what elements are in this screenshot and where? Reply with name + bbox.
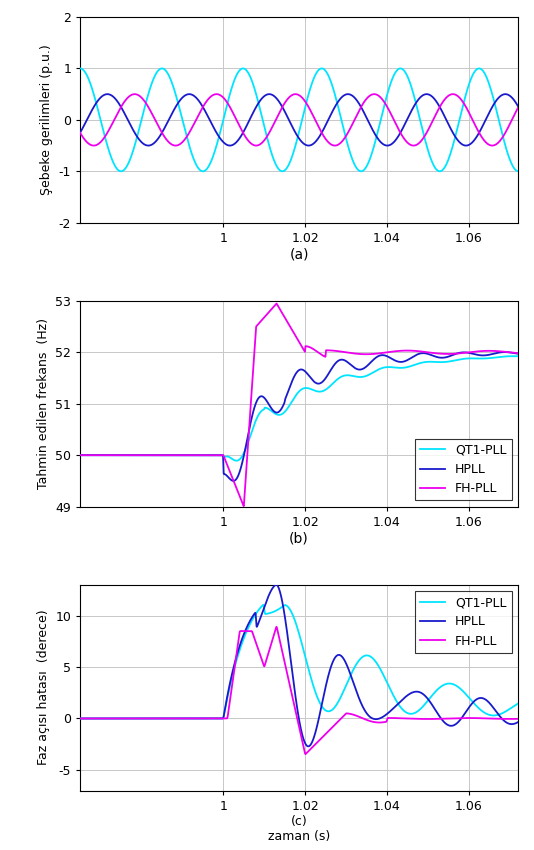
Y-axis label: Faz açısı hatası  (derece): Faz açısı hatası (derece) xyxy=(37,609,50,766)
X-axis label: (a): (a) xyxy=(289,247,309,262)
Legend: QT1-PLL, HPLL, FH-PLL: QT1-PLL, HPLL, FH-PLL xyxy=(415,439,512,501)
Line: FH-PLL: FH-PLL xyxy=(60,626,530,754)
QT1-PLL xyxy=(227,452,233,462)
HPLL xyxy=(273,580,280,590)
FH-PLL xyxy=(57,713,63,723)
QT1-PLL xyxy=(57,713,63,723)
FH-PLL xyxy=(57,450,63,461)
HPLL xyxy=(230,476,237,486)
FH-PLL xyxy=(430,348,437,358)
Line: QT1-PLL: QT1-PLL xyxy=(60,605,530,718)
QT1-PLL xyxy=(430,688,437,699)
FH-PLL xyxy=(405,345,412,355)
FH-PLL xyxy=(227,695,233,706)
FH-PLL xyxy=(527,348,533,359)
X-axis label: (c)
zaman (s): (c) zaman (s) xyxy=(268,815,330,843)
FH-PLL xyxy=(430,714,437,724)
QT1-PLL xyxy=(260,600,266,610)
FH-PLL xyxy=(335,717,341,727)
QT1-PLL xyxy=(227,681,233,691)
FH-PLL xyxy=(527,713,533,723)
HPLL xyxy=(57,713,63,723)
QT1-PLL xyxy=(80,450,87,461)
FH-PLL xyxy=(335,346,341,356)
FH-PLL xyxy=(240,501,247,511)
HPLL xyxy=(356,365,362,375)
QT1-PLL xyxy=(405,708,412,718)
HPLL xyxy=(335,356,341,366)
FH-PLL xyxy=(227,467,233,477)
FH-PLL xyxy=(356,711,362,722)
HPLL xyxy=(305,741,311,751)
FH-PLL xyxy=(80,450,87,461)
Line: HPLL: HPLL xyxy=(60,352,530,481)
HPLL xyxy=(430,351,437,361)
HPLL xyxy=(335,650,341,660)
FH-PLL xyxy=(302,749,309,759)
QT1-PLL xyxy=(430,357,437,367)
HPLL xyxy=(405,354,412,365)
HPLL xyxy=(80,713,87,723)
HPLL xyxy=(356,693,362,703)
HPLL xyxy=(405,689,412,700)
Legend: QT1-PLL, HPLL, FH-PLL: QT1-PLL, HPLL, FH-PLL xyxy=(415,591,512,653)
QT1-PLL xyxy=(233,456,240,466)
Line: HPLL: HPLL xyxy=(60,585,530,746)
QT1-PLL xyxy=(405,362,412,372)
QT1-PLL xyxy=(57,450,63,461)
Line: FH-PLL: FH-PLL xyxy=(60,303,530,506)
FH-PLL xyxy=(273,621,280,632)
X-axis label: (b): (b) xyxy=(289,531,309,546)
HPLL xyxy=(501,347,508,357)
HPLL xyxy=(430,702,437,712)
QT1-PLL xyxy=(80,713,87,723)
QT1-PLL xyxy=(527,351,533,361)
HPLL xyxy=(527,708,533,718)
HPLL xyxy=(227,474,233,484)
FH-PLL xyxy=(405,713,412,723)
FH-PLL xyxy=(356,348,362,359)
Y-axis label: Tahmin edilen frekans  (Hz): Tahmin edilen frekans (Hz) xyxy=(36,318,50,490)
FH-PLL xyxy=(80,713,87,723)
Line: QT1-PLL: QT1-PLL xyxy=(60,356,530,461)
HPLL xyxy=(527,348,533,359)
HPLL xyxy=(227,677,233,688)
Y-axis label: Şebeke gerilimleri (p.u.): Şebeke gerilimleri (p.u.) xyxy=(40,44,53,196)
QT1-PLL xyxy=(527,694,533,705)
FH-PLL xyxy=(273,298,280,309)
HPLL xyxy=(80,450,87,461)
HPLL xyxy=(57,450,63,461)
QT1-PLL xyxy=(335,697,341,707)
QT1-PLL xyxy=(335,374,341,384)
QT1-PLL xyxy=(356,372,362,382)
QT1-PLL xyxy=(356,655,362,666)
